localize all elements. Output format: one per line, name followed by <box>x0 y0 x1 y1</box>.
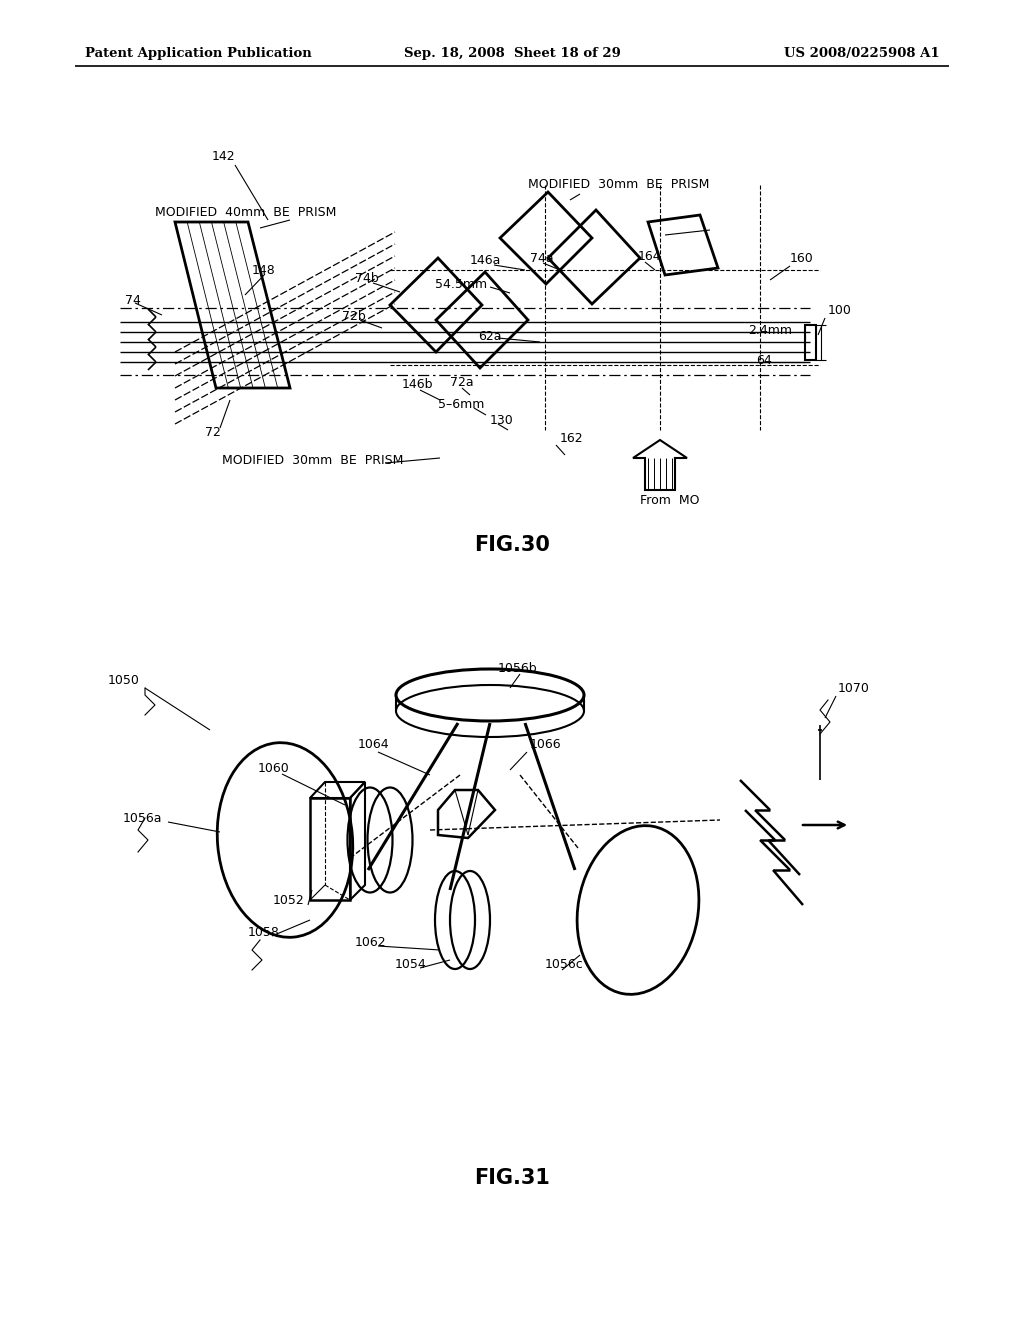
Text: 2.4mm: 2.4mm <box>748 323 792 337</box>
Text: 1056a: 1056a <box>123 812 163 825</box>
Text: 5–6mm: 5–6mm <box>438 397 484 411</box>
Text: 74b: 74b <box>355 272 379 285</box>
Text: 142: 142 <box>212 149 236 162</box>
Text: 1056c: 1056c <box>545 958 584 972</box>
Text: 146a: 146a <box>470 253 502 267</box>
Text: 72a: 72a <box>450 376 474 389</box>
Text: 148: 148 <box>252 264 275 276</box>
Text: 1052: 1052 <box>273 894 305 907</box>
Text: MODIFIED  40mm  BE  PRISM: MODIFIED 40mm BE PRISM <box>155 206 336 219</box>
Text: FIG.30: FIG.30 <box>474 535 550 554</box>
Text: Sep. 18, 2008  Sheet 18 of 29: Sep. 18, 2008 Sheet 18 of 29 <box>403 48 621 61</box>
Text: 1060: 1060 <box>258 762 290 775</box>
Text: 1062: 1062 <box>355 936 387 949</box>
Text: 72: 72 <box>205 425 221 438</box>
Text: 74: 74 <box>125 293 141 306</box>
Text: 64: 64 <box>756 354 772 367</box>
Text: From  MO: From MO <box>640 494 699 507</box>
Text: 130: 130 <box>490 413 514 426</box>
Text: 146b: 146b <box>402 379 433 392</box>
Text: 62a: 62a <box>478 330 502 342</box>
Text: 1064: 1064 <box>358 738 389 751</box>
Text: 1056b: 1056b <box>498 661 538 675</box>
Text: 74a: 74a <box>530 252 554 264</box>
Text: 1050: 1050 <box>108 673 140 686</box>
Text: 1066: 1066 <box>530 738 561 751</box>
Text: 1070: 1070 <box>838 681 869 694</box>
Text: 1054: 1054 <box>395 958 427 972</box>
Text: 72b: 72b <box>342 309 366 322</box>
Text: Patent Application Publication: Patent Application Publication <box>85 48 311 61</box>
Text: US 2008/0225908 A1: US 2008/0225908 A1 <box>784 48 940 61</box>
Text: MODIFIED  30mm  BE  PRISM: MODIFIED 30mm BE PRISM <box>222 454 403 466</box>
Text: 164: 164 <box>638 249 662 263</box>
Text: MODIFIED  30mm  BE  PRISM: MODIFIED 30mm BE PRISM <box>528 178 710 191</box>
Text: 100: 100 <box>828 304 852 317</box>
Text: FIG.31: FIG.31 <box>474 1168 550 1188</box>
Text: 1058: 1058 <box>248 925 280 939</box>
Text: 162: 162 <box>560 432 584 445</box>
Text: 54.5mm: 54.5mm <box>435 277 487 290</box>
Text: 160: 160 <box>790 252 814 264</box>
